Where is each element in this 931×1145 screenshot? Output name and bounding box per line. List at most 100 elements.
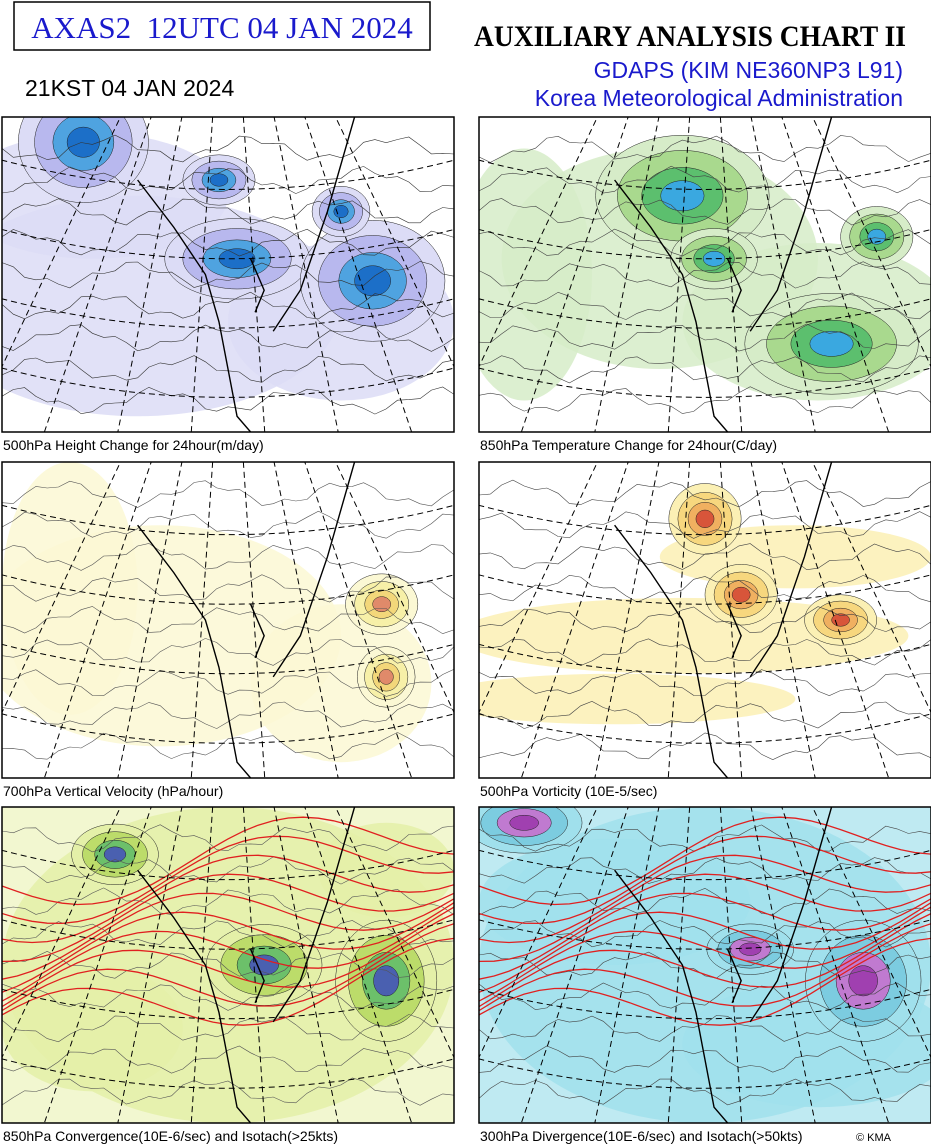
map-panel [2,462,454,778]
contour-line [479,1078,931,1106]
contour-line [479,228,931,257]
shaded-area [373,965,400,997]
isotach-line [479,937,931,1026]
copyright: © KMA [856,1132,892,1144]
contour-line [2,291,454,320]
isotach-line [2,873,454,963]
chart-code: AXAS2 12UTC 04 JAN 2024 [31,10,413,45]
isotach-line [2,913,454,1008]
panel-caption: 700hPa Vertical Velocity (hPa/hour) [3,783,223,799]
isotach-line [479,906,931,1002]
isotach-line [2,906,454,1002]
shaded-area [333,204,349,219]
contour-line [2,386,454,415]
contour-line [479,511,931,539]
meridian-line [43,462,152,778]
map-frame [478,116,931,433]
contour-line [2,701,454,729]
meridian-line [190,117,214,432]
shaded-area [103,846,127,863]
coastline [272,807,356,1023]
shaded-area [848,965,878,997]
coastline [249,603,265,659]
isotach-line [479,835,931,925]
contour-line [479,165,931,194]
contour-line [2,510,454,539]
contour-line [479,355,931,384]
meridian-line [594,807,660,1123]
shaded-area [739,942,762,956]
meridian-line [43,807,152,1123]
contour-line [479,135,931,163]
coastline [749,462,833,678]
meridian-line [520,462,629,778]
meridian-line [304,117,413,432]
contour-line [479,982,931,1011]
meridian-line [781,807,890,1123]
shaded-area [479,148,592,401]
meridian-line [190,807,214,1123]
isotach-line [2,923,454,1012]
meridian-line [242,807,266,1123]
coastline [614,179,729,432]
coastline [137,179,252,432]
shaded-area [249,954,279,976]
isotach-line [479,892,931,980]
contour-line [2,1077,454,1106]
map-frame [478,806,931,1124]
shaded-area [695,509,715,528]
contour-line [2,261,454,289]
contour-line [479,291,931,320]
shaded-area [702,250,726,267]
coastline [272,117,356,332]
contour-line [479,323,931,352]
coastline [272,462,356,678]
contour-line [479,386,931,414]
meridian-line [43,117,152,432]
contour-line [2,324,454,352]
contour-line [479,638,931,666]
shaded-area [867,228,887,245]
contour-line [2,1045,454,1074]
contour-line [479,574,931,603]
shaded-area [660,180,705,212]
meridian-line [190,462,214,778]
coastline [614,869,729,1123]
contour-line [2,228,454,257]
meridian-line [781,462,890,778]
contour-line [479,543,931,571]
panel-caption: 850hPa Temperature Change for 24hour(C/d… [480,437,777,453]
coastline [614,524,729,778]
coastline [137,524,252,778]
panel-caption: 500hPa Vorticity (10E-5/sec) [480,783,657,799]
meridian-line [273,462,339,778]
map-panel [479,807,931,1123]
meridian-line [750,807,816,1123]
meridian-line [781,117,890,432]
shaded-area [66,126,100,158]
contour-line [2,824,454,853]
meridian-line [117,807,183,1123]
shaded-area [2,462,138,715]
meridian-line [667,462,691,778]
contour-line [2,543,454,571]
local-time: 21KST 04 JAN 2024 [25,75,234,101]
shaded-area [2,964,183,1092]
shaded-area [479,597,909,674]
coastline [249,948,265,1004]
shaded-area [809,330,854,357]
meridian-line [117,117,183,432]
meridian-line [273,807,339,1123]
meridian-line [520,807,629,1123]
coastline [726,948,742,1004]
coastline [749,117,833,332]
isotach-line [479,902,931,993]
contour-line [2,887,454,916]
panel-caption: 500hPa Height Change for 24hour(m/day) [3,437,264,453]
contour-line [479,857,931,884]
isotach-line [2,902,454,993]
map-frame [478,461,931,779]
coastline [749,807,833,1023]
chart-title: AUXILIARY ANALYSIS CHART II [474,20,906,53]
shaded-area [209,173,229,187]
